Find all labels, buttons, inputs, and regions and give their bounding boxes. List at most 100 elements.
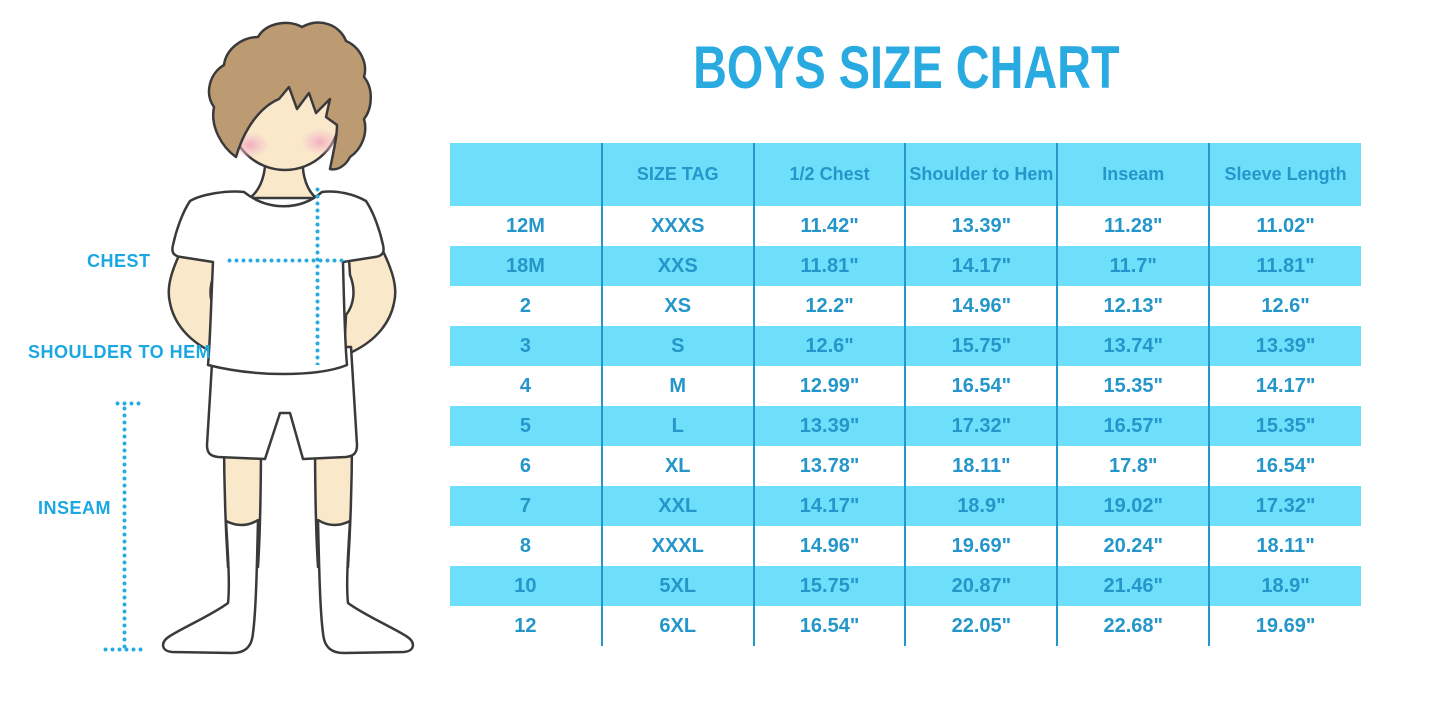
cell: 22.68": [1057, 606, 1211, 646]
cell: 5XL: [601, 566, 755, 606]
boy-figure-illustration: [161, 21, 415, 655]
column-header-shoulder-to-hem: Shoulder to Hem: [905, 143, 1059, 206]
cell: 17.32": [905, 406, 1059, 446]
shoulder-to-hem-measure-line: [315, 187, 320, 365]
cell: 18.9": [905, 486, 1059, 526]
cell: 22.05": [905, 606, 1059, 646]
cell: 16.57": [1057, 406, 1211, 446]
table-row: 7 XXL 14.17" 18.9" 19.02" 17.32": [450, 486, 1361, 526]
table-row: 12M XXXS 11.42" 13.39" 11.28" 11.02": [450, 206, 1361, 246]
chest-measure-line: [227, 258, 347, 263]
cell: XXXS: [601, 206, 755, 246]
cell: 18.11": [905, 446, 1059, 486]
table-row: 12 6XL 16.54" 22.05" 22.68" 19.69": [450, 606, 1361, 646]
table-row: 3 S 12.6" 15.75" 13.74" 13.39": [450, 326, 1361, 366]
cell: XXXL: [601, 526, 755, 566]
table-row: 18M XXS 11.81" 14.17" 11.7" 11.81": [450, 246, 1361, 286]
cell: 19.69": [905, 526, 1059, 566]
table-row: 6 XL 13.78" 18.11" 17.8" 16.54": [450, 446, 1361, 486]
cell: M: [601, 366, 755, 406]
row-label: 6: [450, 446, 603, 486]
cell: 13.39": [1255, 334, 1316, 357]
cell: L: [601, 406, 755, 446]
cell: 21.46": [1057, 566, 1211, 606]
boy-shorts: [205, 345, 359, 461]
cell: S: [601, 326, 755, 366]
row-label: 12M: [450, 206, 603, 246]
boy-right-arm: [342, 241, 397, 358]
size-table: SIZE TAG 1/2 Chest Shoulder to Hem Inseam Sl…: [450, 143, 1361, 646]
boy-right-sock: [316, 518, 415, 655]
column-header-sleeve-length: Sleeve Length: [1209, 143, 1361, 206]
cell: 13.39": [753, 406, 907, 446]
inseam-label: INSEAM: [38, 498, 112, 518]
cell: 13.78": [753, 446, 907, 486]
cell: 11.81": [1256, 254, 1315, 277]
cell: 15.75": [905, 326, 1059, 366]
cell: 14.96": [753, 526, 907, 566]
row-label: 3: [450, 326, 603, 366]
boy-tshirt: [171, 190, 385, 376]
row-label: 4: [450, 366, 603, 406]
row-label: 18M: [450, 246, 603, 286]
cell: 11.42": [753, 206, 907, 246]
cell: 11.7": [1057, 246, 1211, 286]
cell: 6XL: [601, 606, 755, 646]
cell: 11.81": [753, 246, 907, 286]
cell: XL: [601, 446, 755, 486]
row-label: 12: [450, 606, 603, 646]
cell: 12.6": [1261, 294, 1310, 317]
inseam-bottom-tick: [103, 647, 143, 652]
cell: 14.17": [905, 246, 1059, 286]
cell: 12.6": [753, 326, 907, 366]
column-header-inseam: Inseam: [1057, 143, 1211, 206]
boy-right-cheek: [301, 129, 339, 155]
cell: 11.28": [1057, 206, 1211, 246]
cell: XS: [601, 286, 755, 326]
cell: 14.96": [905, 286, 1059, 326]
inseam-measure-line: [122, 406, 127, 650]
table-row: 5 L 13.39" 17.32" 16.57" 15.35": [450, 406, 1361, 446]
header-row: SIZE TAG 1/2 Chest Shoulder to Hem Inseam Sl…: [450, 143, 1361, 206]
cell: 17.32": [1255, 494, 1316, 517]
cell: 12.13": [1057, 286, 1211, 326]
cell: 14.17": [1255, 374, 1316, 397]
row-label: 5: [450, 406, 603, 446]
cell: 15.35": [1057, 366, 1211, 406]
cell: 17.8": [1057, 446, 1211, 486]
table-row: 10 5XL 15.75" 20.87" 21.46" 18.9": [450, 566, 1361, 606]
column-header-size-tag: SIZE TAG: [601, 143, 755, 206]
column-header-empty: [450, 143, 603, 206]
page-title-text: BOYS SIZE CHART: [692, 34, 1120, 101]
cell: 12.2": [753, 286, 907, 326]
cell: 13.39": [905, 206, 1059, 246]
cell: 15.35": [1255, 414, 1316, 437]
cell: 16.54": [753, 606, 907, 646]
cell: XXS: [601, 246, 755, 286]
cell: 16.54": [905, 366, 1059, 406]
row-label: 7: [450, 486, 603, 526]
cell: 15.75": [753, 566, 907, 606]
cell: 11.02": [1256, 214, 1315, 237]
table-row: 4 M 12.99" 16.54" 15.35" 14.17": [450, 366, 1361, 406]
cell: 18.9": [1261, 574, 1310, 597]
boy-hair: [207, 21, 372, 171]
cell: 19.02": [1057, 486, 1211, 526]
table-row: 8 XXXL 14.96" 19.69" 20.24" 18.11": [450, 526, 1361, 566]
cell: 12.99": [753, 366, 907, 406]
cell: XXL: [601, 486, 755, 526]
row-label: 2: [450, 286, 603, 326]
cell: 18.11": [1256, 534, 1315, 557]
cell: 20.24": [1057, 526, 1211, 566]
cell: 14.17": [753, 486, 907, 526]
inseam-top-tick: [115, 401, 143, 406]
row-label: 10: [450, 566, 603, 606]
boy-left-sock: [161, 518, 260, 655]
cell: 20.87": [905, 566, 1059, 606]
shoulder-to-hem-label: SHOULDER TO HEM: [28, 342, 212, 362]
cell: 19.69": [1255, 614, 1316, 637]
page-title: BOYS SIZE CHART: [450, 38, 1362, 98]
row-label: 8: [450, 526, 603, 566]
cell: 16.54": [1255, 454, 1316, 477]
